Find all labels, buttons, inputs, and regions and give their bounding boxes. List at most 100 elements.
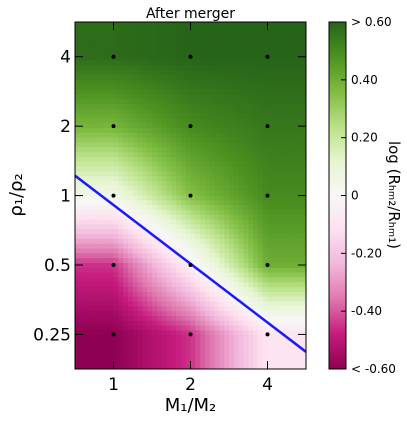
heatmap-cell: [243, 272, 249, 279]
heatmap-cell: [219, 31, 225, 38]
heatmap-cell: [301, 301, 306, 307]
heatmap-cell: [132, 335, 139, 341]
heatmap-cell: [291, 325, 297, 332]
heatmap-cell: [103, 31, 110, 38]
heatmap-cell: [204, 94, 211, 100]
heatmap-cell: [142, 142, 148, 148]
heatmap-cell: [99, 262, 105, 269]
heatmap-cell: [262, 55, 269, 62]
heatmap-cell: [248, 75, 254, 81]
heatmap-cell: [185, 287, 192, 293]
heatmap-cell: [118, 291, 124, 298]
heatmap-cell: [142, 291, 148, 298]
heatmap-cell: [99, 296, 105, 303]
heatmap-cell: [180, 156, 187, 163]
heatmap-cell: [301, 152, 306, 158]
heatmap-cell: [281, 132, 288, 139]
heatmap-cell: [190, 142, 196, 148]
heatmap-cell: [118, 238, 124, 245]
heatmap-cell: [180, 214, 187, 221]
heatmap-cell: [253, 75, 259, 81]
heatmap-cell: [185, 205, 192, 211]
heatmap-cell: [161, 234, 168, 240]
heatmap-cell: [94, 234, 100, 240]
heatmap-cell: [171, 291, 177, 298]
heatmap-cell: [248, 282, 254, 288]
heatmap-cell: [248, 103, 254, 110]
heatmap-cell: [291, 75, 297, 81]
heatmap-cell: [214, 142, 220, 148]
heatmap-cell: [132, 94, 139, 100]
heatmap-cell: [123, 262, 129, 269]
heatmap-cell: [243, 36, 249, 42]
heatmap-cell: [301, 60, 306, 66]
heatmap-cell: [257, 272, 264, 279]
heatmap-cell: [79, 200, 86, 206]
heatmap-cell: [272, 75, 278, 81]
heatmap-cell: [195, 282, 201, 288]
heatmap-cell: [79, 113, 86, 119]
heatmap-cell: [79, 354, 86, 360]
heatmap-cell: [79, 234, 86, 240]
heatmap-cell: [171, 103, 177, 110]
heatmap-cell: [132, 132, 139, 139]
heatmap-cell: [209, 108, 216, 115]
heatmap-cell: [291, 248, 297, 254]
heatmap-cell: [267, 46, 273, 52]
heatmap-cell: [176, 200, 182, 206]
heatmap-cell: [94, 50, 100, 57]
heatmap-cell: [166, 152, 172, 158]
heatmap-cell: [262, 89, 269, 95]
heatmap-cell: [204, 219, 211, 226]
heatmap-cell: [238, 258, 245, 264]
heatmap-cell: [243, 26, 249, 33]
heatmap-cell: [253, 258, 259, 264]
heatmap-cell: [142, 205, 148, 211]
heatmap-cell: [127, 123, 134, 129]
heatmap-cell: [243, 234, 249, 240]
heatmap-cell: [99, 41, 105, 47]
heatmap-cell: [142, 113, 148, 119]
heatmap-cell: [262, 219, 269, 226]
heatmap-cell: [281, 55, 288, 62]
heatmap-cell: [103, 118, 110, 124]
heatmap-cell: [84, 277, 91, 283]
heatmap-cell: [84, 253, 91, 259]
heatmap-cell: [248, 26, 254, 33]
heatmap-cell: [118, 84, 124, 91]
heatmap-cell: [238, 171, 245, 177]
heatmap-cell: [296, 31, 302, 38]
heatmap-cell: [118, 282, 124, 288]
heatmap-cell: [281, 214, 288, 221]
heatmap-cell: [142, 70, 148, 76]
heatmap-cell: [108, 243, 115, 250]
heatmap-cell: [103, 55, 110, 62]
heatmap-cell: [204, 41, 211, 47]
heatmap-cell: [166, 171, 172, 177]
heatmap-cell: [267, 89, 273, 95]
heatmap-cell: [253, 84, 259, 91]
heatmap-cell: [233, 229, 240, 235]
heatmap-cell: [108, 50, 115, 57]
heatmap-cell: [89, 282, 95, 288]
heatmap-cell: [219, 123, 225, 129]
heatmap-cell: [291, 137, 297, 144]
heatmap-cell: [204, 31, 211, 38]
heatmap-cell: [176, 214, 182, 221]
heatmap-cell: [84, 103, 91, 110]
heatmap-cell: [209, 103, 216, 110]
heatmap-cell: [219, 349, 225, 356]
heatmap-cell: [156, 128, 163, 134]
heatmap-cell: [204, 205, 211, 211]
heatmap-cell: [272, 152, 278, 158]
heatmap-cell: [166, 36, 172, 42]
heatmap-cell: [219, 359, 225, 365]
heatmap-cell: [79, 108, 86, 115]
heatmap-cell: [200, 132, 206, 139]
heatmap-cell: [118, 161, 124, 168]
heatmap-cell: [156, 224, 163, 230]
heatmap-cell: [272, 190, 278, 197]
heatmap-cell: [214, 89, 220, 95]
heatmap-cell: [204, 26, 211, 33]
heatmap-cell: [147, 330, 153, 336]
